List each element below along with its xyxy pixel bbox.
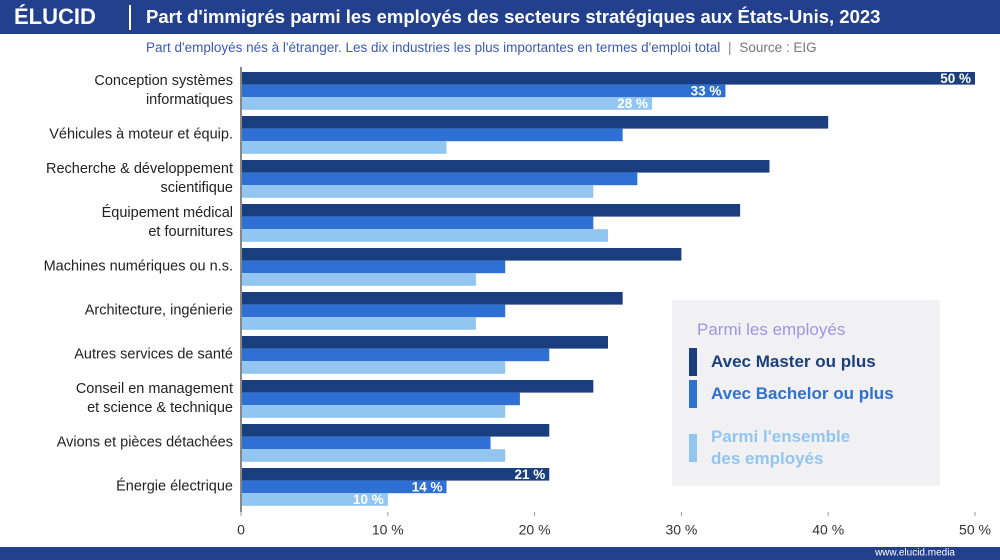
bar — [241, 248, 682, 261]
brand: ÉLUCID — [14, 4, 96, 29]
bar — [241, 128, 623, 142]
bar — [241, 468, 550, 481]
bar — [241, 405, 506, 418]
bar — [241, 317, 476, 330]
bar — [241, 84, 726, 98]
y-tick-label: Recherche & développement scientifique — [45, 160, 233, 196]
y-tick-label: Conception systèmes informatiques — [94, 72, 233, 108]
bar — [241, 348, 550, 362]
legend-item: Avec Bachelor ou plus — [689, 380, 894, 408]
x-tick-label: 10 % — [372, 522, 404, 538]
x-tick-label: 50 % — [959, 522, 991, 538]
bar — [241, 449, 506, 462]
header-band — [0, 0, 1000, 34]
bar — [241, 273, 476, 286]
y-tick-label: Équipement médical et fournitures — [101, 204, 233, 240]
bar — [241, 361, 506, 374]
bar — [241, 336, 608, 349]
y-tick-label: Machines numériques ou n.s. — [43, 258, 233, 275]
bar — [241, 72, 975, 85]
legend-item: Avec Master ou plus — [689, 348, 876, 376]
data-label: 10 % — [353, 492, 384, 507]
legend-label: Parmi l'ensemble des employés — [711, 427, 851, 468]
legend-swatch — [689, 348, 697, 376]
legend: Parmi les employés Avec Master ou plus Av… — [672, 300, 940, 486]
chart-title: Part d'immigrés parmi les employés des s… — [146, 6, 880, 27]
bar — [241, 292, 623, 305]
data-label: 50 % — [940, 71, 971, 86]
bar — [241, 392, 520, 406]
y-tick-label: Conseil en management et science & techn… — [75, 380, 233, 416]
bar — [241, 480, 447, 494]
bar — [241, 160, 770, 173]
legend-title: Parmi les employés — [697, 320, 846, 339]
bar — [241, 304, 506, 318]
y-tick-label: Autres services de santé — [74, 346, 233, 363]
legend-swatch — [689, 380, 697, 408]
data-label: 21 % — [514, 467, 545, 482]
y-tick-label: Avions et pièces détachées — [56, 434, 233, 451]
y-tick-label: Énergie électrique — [116, 478, 233, 495]
legend-label: Avec Bachelor ou plus — [711, 384, 894, 403]
legend-swatch — [689, 434, 697, 462]
subtitle: Part d'employés nés à l'étranger. Les di… — [146, 40, 720, 55]
bar — [241, 216, 594, 230]
y-tick-label: Architecture, ingénierie — [84, 302, 233, 319]
bar — [241, 204, 741, 217]
bar — [241, 141, 447, 154]
y-tick-label: Véhicules à moteur et équip. — [49, 126, 233, 143]
plot: 0 10 % 20 % 30 % 40 % 50 % 50 % 33 % 28 % 21 % 14 … — [237, 67, 991, 538]
legend-label: Avec Master ou plus — [711, 352, 876, 371]
x-tick-label: 40 % — [812, 522, 844, 538]
website: www.elucid.media — [874, 548, 955, 559]
bar — [241, 260, 506, 274]
bar — [241, 116, 829, 129]
bar — [241, 424, 550, 437]
bar — [241, 172, 638, 186]
subtitle-line: Part d'employés nés à l'étranger. Les di… — [146, 40, 817, 55]
data-label: 14 % — [412, 479, 443, 494]
data-label: 28 % — [617, 96, 648, 111]
legend-item: Parmi l'ensemble des employés — [689, 426, 850, 470]
bar — [241, 185, 594, 198]
bar — [241, 229, 608, 242]
x-tick-label: 0 — [237, 522, 245, 538]
bar — [241, 436, 491, 450]
data-label: 33 % — [691, 83, 722, 98]
x-tick-label: 30 % — [665, 522, 697, 538]
separator: | — [728, 40, 732, 55]
footer-band — [0, 547, 1000, 560]
bar — [241, 493, 388, 506]
source: Source : EIG — [739, 40, 816, 55]
x-tick-label: 20 % — [519, 522, 551, 538]
bar — [241, 97, 653, 110]
bar — [241, 380, 594, 393]
